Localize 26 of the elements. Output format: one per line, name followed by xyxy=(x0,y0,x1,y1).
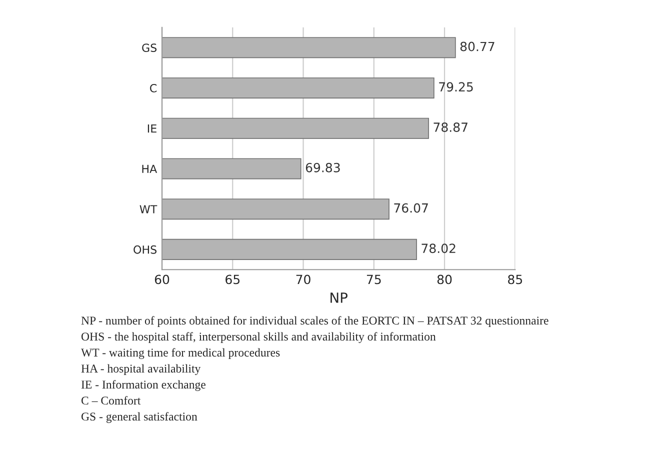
y-tick-label: HA xyxy=(142,164,158,173)
data-label: 78.87 xyxy=(434,122,468,132)
data-label: 76.07 xyxy=(394,203,428,213)
data-label: 78.02 xyxy=(422,244,456,254)
y-tick-label: OHS xyxy=(134,245,157,254)
x-tick-label: 65 xyxy=(226,274,240,284)
text: HA - hospital availability xyxy=(81,364,201,375)
x-tick-label: 85 xyxy=(508,274,522,284)
x-tick-label: 60 xyxy=(154,274,170,284)
x-axis-title: NP xyxy=(330,292,348,303)
text: GS - general satisfaction xyxy=(81,412,198,423)
y-tick-label: GS xyxy=(142,44,157,52)
y-tick-label: C xyxy=(150,84,157,92)
x-tick-label: 70 xyxy=(296,274,310,284)
text: WT - waiting time for medical procedures xyxy=(81,348,280,360)
text: C – Comfort xyxy=(81,396,141,405)
text: NP - number of points obtained for individual scales of the EORTC IN – PATSAT 32 questionnaire xyxy=(81,316,548,327)
y-tick-label: WT xyxy=(140,205,158,214)
text: OHS - the hospital staff, interpersonal skills and availability of information xyxy=(81,332,436,344)
text: IE - Information exchange xyxy=(81,380,206,391)
x-tick-label: 80 xyxy=(437,274,452,284)
x-tick-label: 75 xyxy=(366,274,381,284)
y-tick-label: IE xyxy=(148,124,156,133)
data-label: 69.83 xyxy=(306,162,340,172)
data-label: 79.25 xyxy=(439,82,473,92)
data-label: 80.77 xyxy=(460,42,494,52)
